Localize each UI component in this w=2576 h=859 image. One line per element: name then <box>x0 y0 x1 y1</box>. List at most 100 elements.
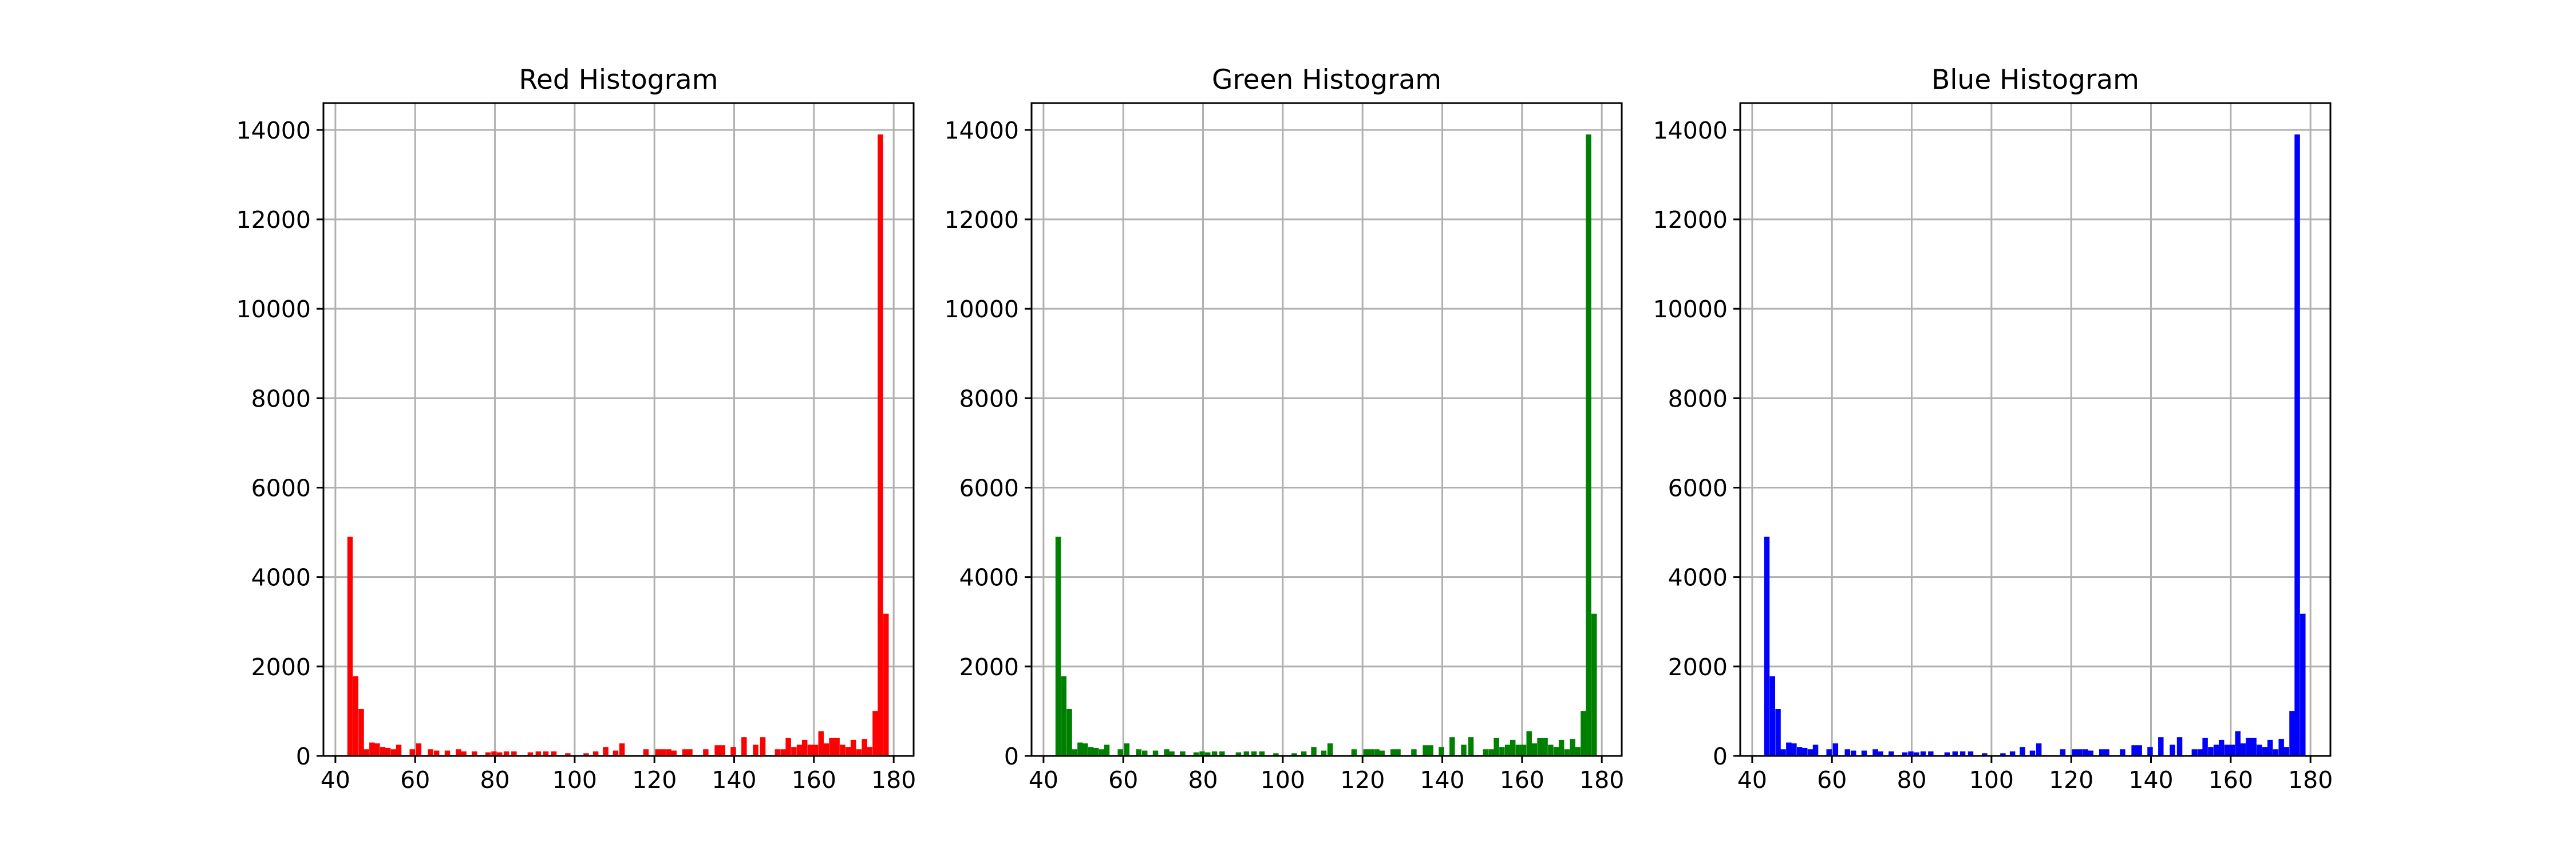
blue-bar <box>2246 738 2251 756</box>
blue-bar <box>2009 751 2016 756</box>
blue-bar <box>2072 749 2078 756</box>
red-y-tick-label: 2000 <box>251 653 311 681</box>
green-x-tick-label: 40 <box>1029 766 1058 794</box>
blue-bar <box>1982 753 1988 756</box>
red-y-tick-label: 4000 <box>251 564 311 592</box>
red-bar <box>347 537 353 756</box>
blue-bar <box>2000 753 2006 756</box>
red-bar <box>396 744 402 756</box>
blue-bar <box>2229 744 2235 756</box>
green-bar <box>1351 749 1357 756</box>
red-bar <box>660 749 666 756</box>
green-bar <box>1439 747 1444 756</box>
blue-bar <box>2208 747 2214 756</box>
green-bar <box>1259 751 1265 756</box>
red-bar <box>353 676 359 756</box>
red-bar <box>840 744 846 756</box>
blue-bar <box>2147 747 2153 756</box>
red-x-tick-label: 140 <box>712 766 756 794</box>
green-bar <box>1531 743 1538 756</box>
blue-bar <box>1920 751 1926 756</box>
red-bar <box>785 738 791 756</box>
green-x-tick-label: 120 <box>1340 766 1385 794</box>
green-bar <box>1136 749 1141 756</box>
red-bar <box>730 747 736 756</box>
blue-bar <box>1775 709 1781 756</box>
red-bar <box>380 747 386 756</box>
blue-bar <box>2202 738 2208 756</box>
red-x-tick-label: 100 <box>552 766 597 794</box>
green-bar <box>1243 751 1250 756</box>
blue-x-tick-label: 60 <box>1817 766 1847 794</box>
green-bar <box>1291 753 1297 756</box>
green-bar <box>1483 749 1489 756</box>
blue-x-tick-label: 120 <box>2049 766 2093 794</box>
green-bar <box>1526 731 1532 756</box>
red-bar <box>655 749 661 756</box>
green-bar <box>1273 753 1279 756</box>
red-bar <box>714 745 720 756</box>
red-bar <box>374 743 380 756</box>
red-bar <box>760 737 766 756</box>
green-axes-frame <box>1030 102 1623 757</box>
red-y-tick-label: 6000 <box>251 475 311 502</box>
green-bar <box>1219 751 1225 756</box>
blue-bar <box>1952 751 1958 756</box>
blue-bar <box>2224 744 2230 756</box>
blue-bar <box>2077 749 2083 756</box>
blue-bar <box>2029 750 2036 756</box>
green-bar <box>1211 751 1218 756</box>
green-bar <box>1468 737 1474 756</box>
green-bar <box>1586 134 1591 756</box>
blue-y-tick-label: 14000 <box>1653 117 1728 144</box>
blue-bar <box>2240 743 2246 756</box>
blue-bar <box>1791 743 1797 756</box>
blue-y-tick-label: 8000 <box>1668 385 1728 412</box>
blue-bar <box>2213 744 2219 756</box>
red-bar <box>862 739 867 756</box>
red-bar <box>856 749 862 756</box>
red-bar <box>845 747 851 756</box>
green-bar <box>1510 739 1516 756</box>
green-bar <box>1327 743 1333 756</box>
green-bar <box>1581 711 1586 756</box>
red-bar <box>791 747 797 756</box>
blue-bar <box>2294 134 2300 756</box>
green-bar <box>1180 751 1186 756</box>
blue-bar <box>2120 749 2125 756</box>
blue-x-tick-label: 80 <box>1897 766 1926 794</box>
red-bar <box>503 751 509 756</box>
red-bar <box>867 747 872 756</box>
blue-bar <box>2083 749 2088 756</box>
green-bar <box>1055 537 1061 756</box>
blue-y-tick-label: 10000 <box>1653 295 1728 323</box>
green-x-tick-label: 160 <box>1500 766 1544 794</box>
green-bar <box>1077 742 1083 756</box>
blue-bar <box>2283 747 2289 756</box>
green-bar <box>1072 749 1077 756</box>
green-bar <box>1363 749 1369 756</box>
red-y-tick-label: 8000 <box>251 385 311 412</box>
red-x-tick-label: 80 <box>480 766 509 794</box>
blue-bar <box>1786 742 1792 756</box>
blue-y-tick-label: 12000 <box>1653 206 1728 234</box>
green-x-tick-label: 100 <box>1261 766 1305 794</box>
green-bar <box>1423 745 1428 756</box>
green-bar <box>1379 750 1385 756</box>
blue-bar <box>1888 751 1894 756</box>
red-bar <box>643 749 649 756</box>
green-bar <box>1066 709 1072 756</box>
blue-bar <box>1944 752 1950 756</box>
blue-axes-frame <box>1739 102 2332 757</box>
red-bar <box>565 753 571 756</box>
blue-bar <box>1780 749 1786 756</box>
green-y-tick-label: 4000 <box>959 564 1019 592</box>
green-y-tick-label: 14000 <box>945 117 1019 144</box>
blue-bar <box>1850 750 1856 756</box>
blue-bar <box>1914 752 1919 756</box>
green-x-tick-label: 60 <box>1108 766 1138 794</box>
red-bar <box>456 749 461 756</box>
blue-bar <box>2267 739 2273 756</box>
